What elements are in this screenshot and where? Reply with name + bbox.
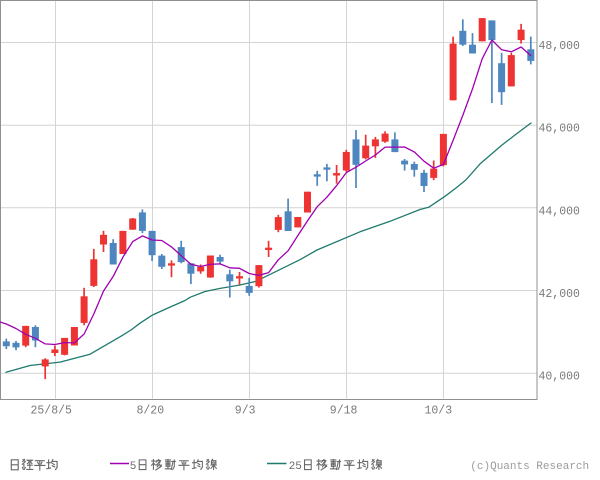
svg-text:(c)Quants Research: (c)Quants Research [470, 461, 589, 473]
svg-text:9/18: 9/18 [330, 405, 358, 418]
svg-text:42,000: 42,000 [539, 288, 581, 301]
svg-text:25: 25 [289, 461, 302, 473]
svg-text:48,000: 48,000 [539, 40, 581, 53]
svg-text:44,000: 44,000 [539, 205, 581, 218]
svg-text:40,000: 40,000 [539, 371, 581, 384]
svg-text:10/3: 10/3 [425, 405, 453, 418]
svg-text:8/20: 8/20 [137, 405, 165, 418]
svg-text:25/8/5: 25/8/5 [31, 405, 73, 418]
svg-text:5: 5 [130, 461, 137, 473]
svg-text:9/3: 9/3 [235, 405, 256, 418]
svg-text:46,000: 46,000 [539, 123, 581, 136]
